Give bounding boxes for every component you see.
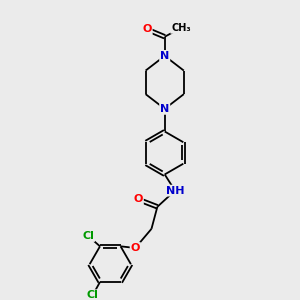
- Text: O: O: [134, 194, 143, 204]
- Text: NH: NH: [166, 186, 184, 196]
- Text: CH₃: CH₃: [171, 23, 191, 33]
- Text: N: N: [160, 104, 169, 114]
- Text: N: N: [160, 51, 169, 61]
- Text: O: O: [142, 24, 152, 34]
- Text: Cl: Cl: [87, 290, 99, 300]
- Text: O: O: [130, 243, 140, 253]
- Text: Cl: Cl: [82, 231, 94, 241]
